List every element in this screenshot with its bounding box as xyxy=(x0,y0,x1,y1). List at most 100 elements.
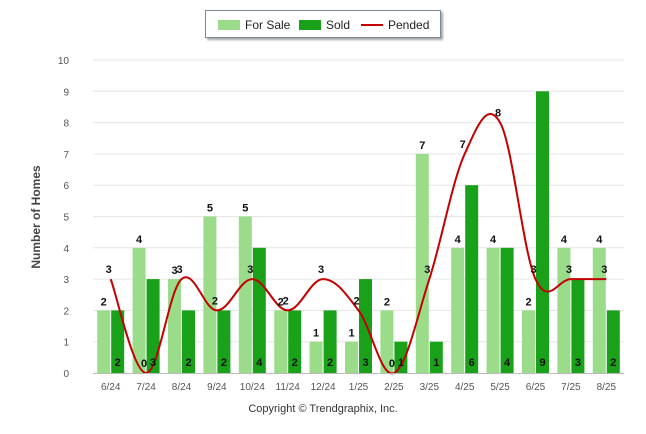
bar-sold xyxy=(252,247,266,373)
data-label-pended: 3 xyxy=(318,264,324,276)
data-label-sold: 2 xyxy=(292,357,298,369)
data-label-for-sale: 4 xyxy=(136,234,143,246)
y-tick-label: 1 xyxy=(63,338,69,349)
bar-for-sale xyxy=(132,247,146,373)
data-label-pended: 3 xyxy=(424,264,430,276)
data-label-pended: 3 xyxy=(176,264,182,276)
data-label-for-sale: 1 xyxy=(313,328,319,340)
data-label-sold: 9 xyxy=(539,357,545,369)
data-label-sold: 2 xyxy=(221,357,227,369)
x-tick-label: 6/25 xyxy=(526,382,546,393)
x-tick-label: 11/24 xyxy=(276,382,301,393)
x-tick-label: 1/25 xyxy=(349,382,369,393)
bar-for-sale xyxy=(274,310,288,373)
bar-for-sale xyxy=(345,341,358,373)
bar-sold xyxy=(111,310,125,373)
data-label-sold: 2 xyxy=(185,357,191,369)
data-label-for-sale: 3 xyxy=(171,265,177,277)
bar-sold xyxy=(571,279,585,373)
y-tick-label: 6 xyxy=(63,181,69,192)
legend-item-for-sale[interactable]: For Sale xyxy=(218,17,290,33)
x-tick-label: 8/24 xyxy=(172,382,192,393)
legend-swatch-for-sale xyxy=(218,19,240,30)
data-label-for-sale: 1 xyxy=(348,328,354,340)
bar-for-sale xyxy=(203,216,217,373)
data-label-pended: 3 xyxy=(247,264,253,276)
data-label-pended: 3 xyxy=(566,264,572,276)
data-label-pended: 3 xyxy=(530,264,536,276)
data-label-sold: 4 xyxy=(256,357,263,369)
x-tick-label: 9/24 xyxy=(207,382,227,393)
bar-sold xyxy=(288,310,302,373)
data-label-for-sale: 2 xyxy=(101,296,107,308)
data-label-sold: 6 xyxy=(469,357,475,369)
legend: For Sale Sold Pended xyxy=(205,10,441,38)
data-label-sold: 3 xyxy=(575,357,581,369)
legend-label-pended: Pended xyxy=(388,18,430,32)
x-tick-label: 4/25 xyxy=(455,382,475,393)
legend-swatch-sold xyxy=(299,19,321,30)
data-label-sold: 1 xyxy=(398,357,404,369)
pended-series-line xyxy=(109,113,607,375)
data-label-pended: 0 xyxy=(389,358,395,370)
x-tick-label: 8/25 xyxy=(597,382,617,393)
data-label-sold: 2 xyxy=(610,357,616,369)
y-tick-label: 5 xyxy=(63,213,69,224)
legend-item-pended[interactable]: Pended xyxy=(361,17,429,33)
data-label-for-sale: 5 xyxy=(242,203,248,215)
x-tick-label: 12/24 xyxy=(311,382,336,393)
y-tick-label: 9 xyxy=(63,87,69,98)
bar-for-sale xyxy=(451,247,465,373)
data-label-sold: 3 xyxy=(150,357,156,369)
data-label-pended: 3 xyxy=(601,264,607,276)
y-tick-label: 8 xyxy=(63,119,69,130)
bar-sold xyxy=(359,279,372,373)
data-label-pended: 7 xyxy=(460,139,466,151)
data-label-pended: 8 xyxy=(495,108,501,120)
data-label-pended: 2 xyxy=(212,295,218,307)
data-label-pended: 2 xyxy=(353,295,359,307)
data-label-sold: 2 xyxy=(115,357,121,369)
bar-for-sale xyxy=(380,310,394,373)
legend-label-sold: Sold xyxy=(326,18,351,32)
data-label-for-sale: 2 xyxy=(278,296,284,308)
bar-sold xyxy=(146,279,160,373)
bar-for-sale xyxy=(97,310,111,373)
bar-for-sale xyxy=(522,310,535,373)
x-tick-label: 7/24 xyxy=(136,382,156,393)
pended-line xyxy=(109,113,607,375)
bar-sold xyxy=(536,91,549,374)
bar-for-sale xyxy=(238,216,252,373)
bar-sold xyxy=(429,341,443,373)
copyright-credit: Copyright © Trendgraphix, Inc. xyxy=(248,403,398,415)
y-tick-label: 2 xyxy=(63,306,69,317)
y-tick-label: 7 xyxy=(63,150,69,161)
bar-sold xyxy=(394,341,408,373)
x-tick-label: 10/24 xyxy=(240,382,265,393)
bar-for-sale xyxy=(415,153,429,373)
legend-swatch-pended xyxy=(361,23,383,26)
bar-for-sale xyxy=(309,341,323,373)
data-label-sold: 1 xyxy=(433,357,439,369)
bar-sold xyxy=(323,310,337,373)
y-tick-label: 4 xyxy=(63,244,69,255)
data-label-for-sale: 4 xyxy=(455,234,462,246)
bar-sold xyxy=(465,185,479,373)
bar-sold xyxy=(182,310,195,373)
y-tick-label: 3 xyxy=(63,275,69,286)
bar-for-sale xyxy=(486,247,500,373)
x-tick-label: 3/25 xyxy=(420,382,440,393)
x-tick-label: 2/25 xyxy=(384,382,404,393)
y-tick-label: 10 xyxy=(58,56,70,67)
data-label-sold: 3 xyxy=(362,357,368,369)
data-label-for-sale: 7 xyxy=(419,140,425,152)
legend-item-sold[interactable]: Sold xyxy=(299,17,350,33)
data-label-for-sale: 4 xyxy=(490,234,497,246)
data-label-sold: 4 xyxy=(504,357,511,369)
y-tick-label: 0 xyxy=(63,369,69,380)
data-label-pended: 0 xyxy=(141,358,147,370)
y-axis-title: Number of Homes xyxy=(29,165,43,269)
